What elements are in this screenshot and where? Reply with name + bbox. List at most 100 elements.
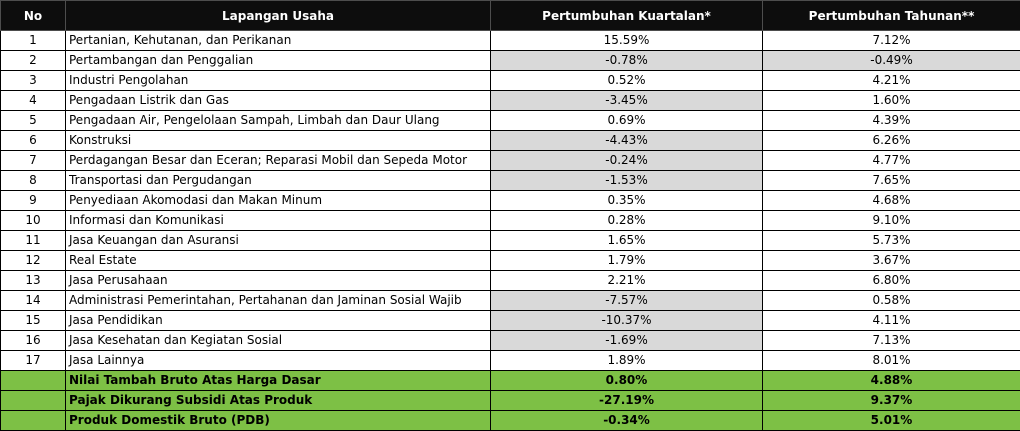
annual-growth: 4.21% xyxy=(763,71,1020,91)
row-number: 11 xyxy=(1,231,66,251)
annual-growth: -0.49% xyxy=(763,51,1020,71)
sector-name: Pengadaan Listrik dan Gas xyxy=(66,91,491,111)
quarterly-growth: 1.89% xyxy=(491,351,763,371)
sector-name: Jasa Pendidikan xyxy=(66,311,491,331)
total-quarterly-growth: -0.34% xyxy=(491,411,763,431)
sector-name: Konstruksi xyxy=(66,131,491,151)
annual-growth: 3.67% xyxy=(763,251,1020,271)
row-number: 1 xyxy=(1,31,66,51)
row-number: 9 xyxy=(1,191,66,211)
sector-name: Transportasi dan Pergudangan xyxy=(66,171,491,191)
sector-name: Pertambangan dan Penggalian xyxy=(66,51,491,71)
total-row-number xyxy=(1,391,66,411)
annual-growth: 1.60% xyxy=(763,91,1020,111)
quarterly-growth: -0.78% xyxy=(491,51,763,71)
quarterly-growth: -1.53% xyxy=(491,171,763,191)
sector-name: Perdagangan Besar dan Eceran; Reparasi M… xyxy=(66,151,491,171)
row-number: 4 xyxy=(1,91,66,111)
annual-growth: 8.01% xyxy=(763,351,1020,371)
total-row: Produk Domestik Bruto (PDB)-0.34%5.01% xyxy=(1,411,1020,431)
sector-name: Penyediaan Akomodasi dan Makan Minum xyxy=(66,191,491,211)
total-label: Pajak Dikurang Subsidi Atas Produk xyxy=(66,391,491,411)
quarterly-growth: 15.59% xyxy=(491,31,763,51)
total-row-number xyxy=(1,371,66,391)
quarterly-growth: -4.43% xyxy=(491,131,763,151)
quarterly-growth: -7.57% xyxy=(491,291,763,311)
annual-growth: 4.68% xyxy=(763,191,1020,211)
total-label: Produk Domestik Bruto (PDB) xyxy=(66,411,491,431)
sector-name: Industri Pengolahan xyxy=(66,71,491,91)
row-number: 12 xyxy=(1,251,66,271)
quarterly-growth: 0.28% xyxy=(491,211,763,231)
row-number: 14 xyxy=(1,291,66,311)
annual-growth: 4.77% xyxy=(763,151,1020,171)
sector-name: Jasa Keuangan dan Asuransi xyxy=(66,231,491,251)
sector-name: Real Estate xyxy=(66,251,491,271)
annual-growth: 4.39% xyxy=(763,111,1020,131)
table-header: No Lapangan Usaha Pertumbuhan Kuartalan*… xyxy=(1,1,1020,31)
quarterly-growth: 1.79% xyxy=(491,251,763,271)
annual-growth: 6.80% xyxy=(763,271,1020,291)
row-number: 3 xyxy=(1,71,66,91)
quarterly-growth: 0.69% xyxy=(491,111,763,131)
total-label: Nilai Tambah Bruto Atas Harga Dasar xyxy=(66,371,491,391)
sector-name: Jasa Lainnya xyxy=(66,351,491,371)
quarterly-growth: 2.21% xyxy=(491,271,763,291)
row-number: 6 xyxy=(1,131,66,151)
row-number: 5 xyxy=(1,111,66,131)
row-number: 17 xyxy=(1,351,66,371)
total-annual-growth: 5.01% xyxy=(763,411,1020,431)
sector-name: Jasa Perusahaan xyxy=(66,271,491,291)
row-number: 10 xyxy=(1,211,66,231)
annual-growth: 0.58% xyxy=(763,291,1020,311)
total-quarterly-growth: 0.80% xyxy=(491,371,763,391)
sector-name: Administrasi Pemerintahan, Pertahanan da… xyxy=(66,291,491,311)
annual-growth: 7.13% xyxy=(763,331,1020,351)
row-number: 8 xyxy=(1,171,66,191)
total-annual-growth: 4.88% xyxy=(763,371,1020,391)
annual-growth: 9.10% xyxy=(763,211,1020,231)
total-annual-growth: 9.37% xyxy=(763,391,1020,411)
total-quarterly-growth: -27.19% xyxy=(491,391,763,411)
sector-name: Jasa Kesehatan dan Kegiatan Sosial xyxy=(66,331,491,351)
quarterly-growth: 0.52% xyxy=(491,71,763,91)
row-number: 15 xyxy=(1,311,66,331)
row-number: 13 xyxy=(1,271,66,291)
quarterly-growth: -1.69% xyxy=(491,331,763,351)
quarterly-growth: 1.65% xyxy=(491,231,763,251)
annual-growth: 7.65% xyxy=(763,171,1020,191)
header-quarterly: Pertumbuhan Kuartalan* xyxy=(491,1,763,31)
annual-growth: 4.11% xyxy=(763,311,1020,331)
sector-name: Pengadaan Air, Pengelolaan Sampah, Limba… xyxy=(66,111,491,131)
quarterly-growth: -10.37% xyxy=(491,311,763,331)
total-row: Pajak Dikurang Subsidi Atas Produk-27.19… xyxy=(1,391,1020,411)
header-sector: Lapangan Usaha xyxy=(66,1,491,31)
row-number: 7 xyxy=(1,151,66,171)
quarterly-growth: 0.35% xyxy=(491,191,763,211)
annual-growth: 5.73% xyxy=(763,231,1020,251)
total-row-number xyxy=(1,411,66,431)
sector-name: Pertanian, Kehutanan, dan Perikanan xyxy=(66,31,491,51)
annual-growth: 7.12% xyxy=(763,31,1020,51)
sector-name: Informasi dan Komunikasi xyxy=(66,211,491,231)
annual-growth: 6.26% xyxy=(763,131,1020,151)
header-row: No Lapangan Usaha Pertumbuhan Kuartalan*… xyxy=(1,1,1020,31)
